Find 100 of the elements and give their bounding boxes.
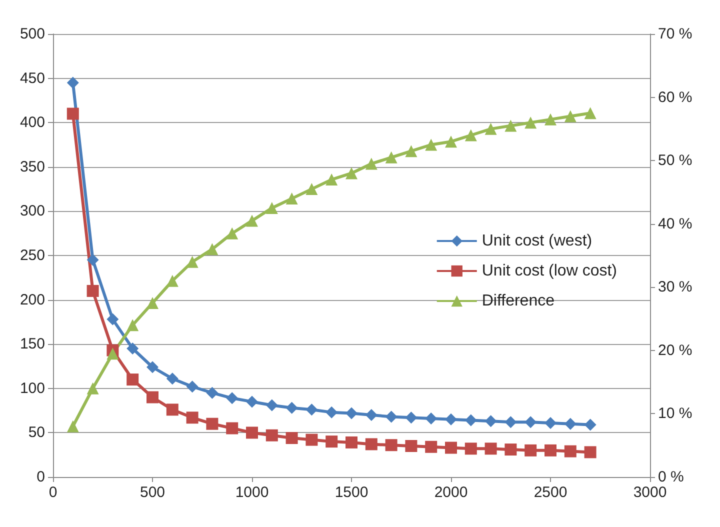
x-tick-label: 500 (140, 484, 166, 501)
point (484, 415, 497, 428)
point (186, 380, 198, 393)
point (86, 382, 99, 394)
y2-tick-label: 60 % (658, 88, 692, 106)
point (564, 110, 576, 122)
point (504, 120, 517, 132)
y-tick-label: 500 (20, 26, 45, 42)
point (326, 436, 338, 448)
point (246, 396, 258, 408)
point (126, 342, 139, 355)
point (266, 429, 278, 442)
point (286, 192, 298, 205)
point (206, 243, 218, 256)
point (306, 183, 318, 196)
point (306, 434, 318, 446)
point (425, 138, 438, 151)
point (564, 418, 576, 430)
point (226, 227, 238, 240)
y2-tick-label: 30 % (658, 278, 692, 296)
point (166, 372, 178, 385)
point (106, 348, 119, 360)
point (464, 129, 477, 142)
y-tick-label: 200 (20, 291, 45, 308)
point (126, 374, 139, 386)
point (484, 442, 497, 455)
point (584, 446, 596, 458)
point (286, 402, 298, 414)
point (346, 436, 358, 448)
point (504, 444, 517, 456)
point (206, 418, 218, 430)
y2-tick-label: 20 % (658, 342, 692, 359)
point (365, 158, 378, 170)
point (405, 440, 418, 452)
y-tick-label: 250 (20, 247, 45, 264)
point (405, 145, 418, 158)
point (206, 386, 218, 399)
point (544, 416, 556, 429)
y-tick-label: 450 (20, 70, 45, 87)
point (146, 361, 158, 374)
legend-label: Difference (482, 292, 555, 310)
legend-label: Unit cost (west) (482, 232, 592, 250)
point (445, 413, 457, 426)
y-tick-label: 100 (20, 380, 45, 397)
point (425, 412, 438, 425)
point (405, 412, 418, 424)
point (504, 416, 517, 428)
point (226, 422, 238, 434)
point (146, 296, 158, 309)
point (246, 214, 258, 227)
point (86, 284, 99, 297)
point (346, 167, 358, 180)
y2-tick-label: 50 % (658, 152, 692, 170)
y2-tick-label: 70 % (658, 26, 692, 42)
y-tick-label: 150 (20, 336, 45, 353)
y-tick-label: 400 (20, 114, 45, 132)
point (464, 414, 477, 426)
point (544, 113, 556, 126)
point (246, 426, 258, 439)
point (564, 445, 576, 458)
point (445, 442, 457, 454)
x-tick-label: 2000 (434, 484, 468, 501)
point (484, 122, 497, 135)
x-tick-label: 0 (48, 484, 58, 501)
y-tick-label: 350 (20, 158, 45, 176)
y2-tick-label: 40 % (658, 215, 692, 232)
point (66, 108, 79, 120)
point (524, 416, 537, 428)
point (266, 399, 278, 412)
point (226, 392, 238, 404)
point (584, 107, 596, 120)
point (326, 406, 338, 418)
y2-tick-label: 0 % (658, 468, 684, 486)
point (306, 404, 318, 416)
x-tick-label: 1500 (334, 484, 368, 501)
y2-tick-label: 10 % (658, 405, 692, 422)
point (425, 440, 438, 453)
y-tick-label: 50 (28, 424, 45, 442)
y-tick-label: 300 (20, 202, 45, 220)
point (126, 319, 139, 332)
x-tick-label: 1000 (235, 484, 269, 501)
point (66, 420, 79, 432)
x-tick-label: 2500 (534, 484, 568, 501)
point (66, 76, 79, 89)
point (385, 410, 398, 423)
point (346, 407, 358, 420)
point (524, 444, 537, 456)
point (464, 442, 477, 455)
y-tick-label: 0 (36, 468, 45, 486)
point (166, 404, 178, 416)
legend-label: Unit cost (low cost) (482, 262, 617, 280)
point (286, 432, 298, 444)
point (365, 408, 378, 421)
point (86, 254, 99, 266)
point (544, 444, 556, 456)
point (584, 418, 596, 431)
point (365, 438, 378, 450)
x-tick-label: 3000 (633, 484, 667, 501)
point (385, 151, 398, 164)
point (186, 412, 198, 424)
